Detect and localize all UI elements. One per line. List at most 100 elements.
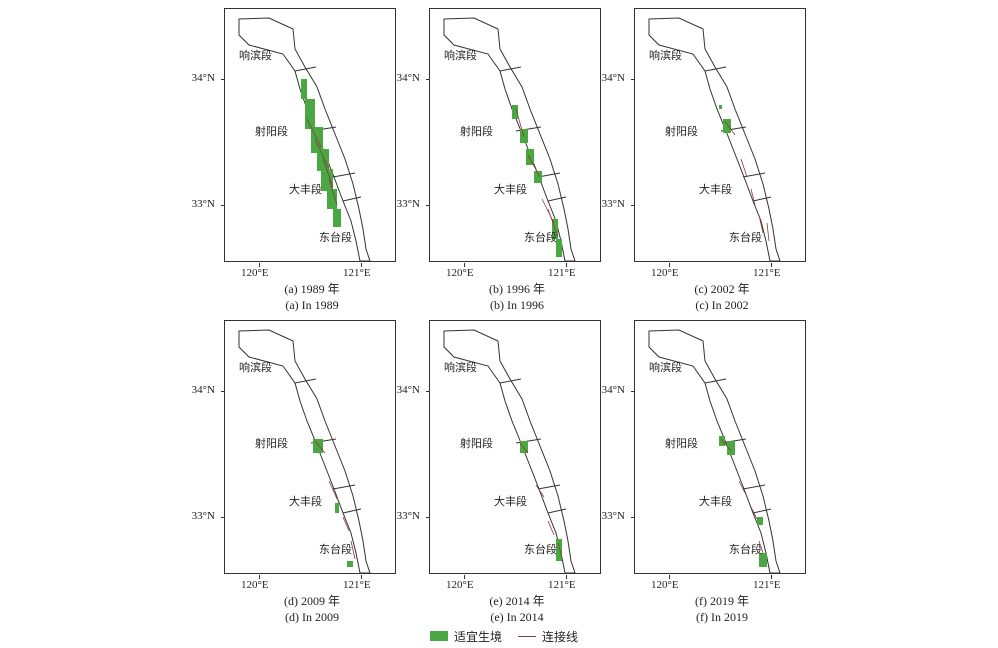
habitat-patch [719,105,722,109]
x-tick-mark [566,575,567,579]
map-frame: 响滨段 射阳段 大丰段 东台段 34°N 33°N 120°E 121°E [397,8,601,279]
corridor-line [724,120,736,136]
x-tick-label: 121°E [343,579,371,591]
segment-label: 东台段 [729,231,762,244]
x-tick-label: 121°E [753,267,781,279]
segment-label: 响滨段 [649,49,682,62]
segment-boundary [499,66,522,72]
y-tick-mark [426,391,430,392]
segment-label: 东台段 [729,543,762,556]
corridor-swatch [518,636,536,637]
coastline-map [648,329,781,573]
segment-label: 大丰段 [699,183,732,196]
map-frame: 响滨段 射阳段 大丰段 东台段 34°N 33°N 120°E 121°E [602,320,806,591]
segment-label: 响滨段 [444,361,477,374]
habitat-patch [333,209,341,227]
legend-habitat-label: 适宜生境 [454,630,503,644]
panel-caption-cn: (a) 1989 年 [284,282,340,296]
x-tick-label: 120°E [446,267,474,279]
map-panel: 响滨段 射阳段 大丰段 东台段 34°N 33°N 120°E 121°E (f) 2019 年… [602,320,808,634]
habitat-patch [347,561,353,567]
coastline-map [238,17,371,261]
segment-label: 响滨段 [444,49,477,62]
habitat-patch [556,239,562,257]
map-frame: 响滨段 射阳段 大丰段 东台段 34°N 33°N 120°E 121°E [602,8,806,279]
coastline-outline [238,329,371,573]
panel-caption-cn: (f) 2019 年 [695,594,749,608]
segment-label: 大丰段 [699,495,732,508]
x-tick-mark [771,575,772,579]
y-tick-mark [631,517,635,518]
x-tick-mark [771,263,772,267]
segment-boundary [342,196,362,202]
segment-boundary [752,508,772,514]
y-tick-mark [631,205,635,206]
habitat-patch [534,171,542,183]
corridor-line [306,118,322,148]
habitat-patch [719,436,725,446]
habitat-patch [327,189,337,209]
corridor-line [547,520,555,536]
coastline-outline [648,17,781,261]
segment-label: 射阳段 [460,437,493,450]
corridor-line [720,438,732,452]
x-tick-mark [361,263,362,267]
panel-caption-cn: (b) 1996 年 [489,282,545,296]
panel-caption-en: (a) In 1989 [285,298,339,312]
corridor-line [322,158,334,188]
x-tick-mark [259,575,260,579]
segment-label: 射阳段 [255,437,288,450]
y-tick-label: 34°N [601,72,625,84]
x-tick-mark [669,575,670,579]
panel-caption-en: (b) In 1996 [490,298,544,312]
habitat-patch [305,99,315,129]
y-tick-label: 33°N [601,510,625,522]
y-tick-label: 34°N [396,384,420,396]
segment-boundary [752,196,772,202]
corridor-line [328,178,338,206]
map-panel: 响滨段 射阳段 大丰段 东台段 34°N 33°N 120°E 121°E (a) 1989 年… [192,8,398,322]
habitat-patch [723,119,731,133]
segment-label: 大丰段 [494,183,527,196]
segment-label: 东台段 [524,543,557,556]
y-tick-mark [426,79,430,80]
segment-boundary [547,196,567,202]
segment-label: 响滨段 [649,361,682,374]
segment-boundary [332,484,356,490]
corridor-line [758,540,764,554]
habitat-patch [757,517,763,525]
y-tick-label: 33°N [191,198,215,210]
corridor-line [541,198,555,224]
habitat-patch [727,441,735,455]
segment-label: 东台段 [319,543,352,556]
y-tick-mark [221,391,225,392]
y-tick-label: 34°N [396,72,420,84]
habitat-patch [526,149,534,165]
panel-caption-en: (f) In 2019 [696,610,748,624]
y-tick-mark [221,79,225,80]
segment-boundary [704,378,727,384]
segment-label: 响滨段 [239,361,272,374]
corridor-line [515,108,525,138]
legend-corridor-label: 连接线 [542,630,579,644]
x-tick-label: 120°E [241,267,269,279]
y-tick-mark [426,517,430,518]
x-tick-label: 120°E [651,579,679,591]
segment-label: 射阳段 [665,437,698,450]
corridor-line [740,158,748,178]
corridor-line [519,442,529,454]
corridor-line [738,480,746,494]
y-tick-label: 33°N [601,198,625,210]
x-tick-mark [259,263,260,267]
corridor-line [750,188,756,206]
corridor-line [350,540,356,560]
segment-boundary [332,172,356,178]
coastline-outline [238,17,371,261]
habitat-patch [313,439,323,453]
coastline-map [443,329,576,573]
habitat-patch [759,553,767,567]
corridor-line [557,542,563,558]
segment-boundary [342,508,362,514]
segment-label: 响滨段 [239,49,272,62]
panel-caption-en: (e) In 2014 [490,610,544,624]
